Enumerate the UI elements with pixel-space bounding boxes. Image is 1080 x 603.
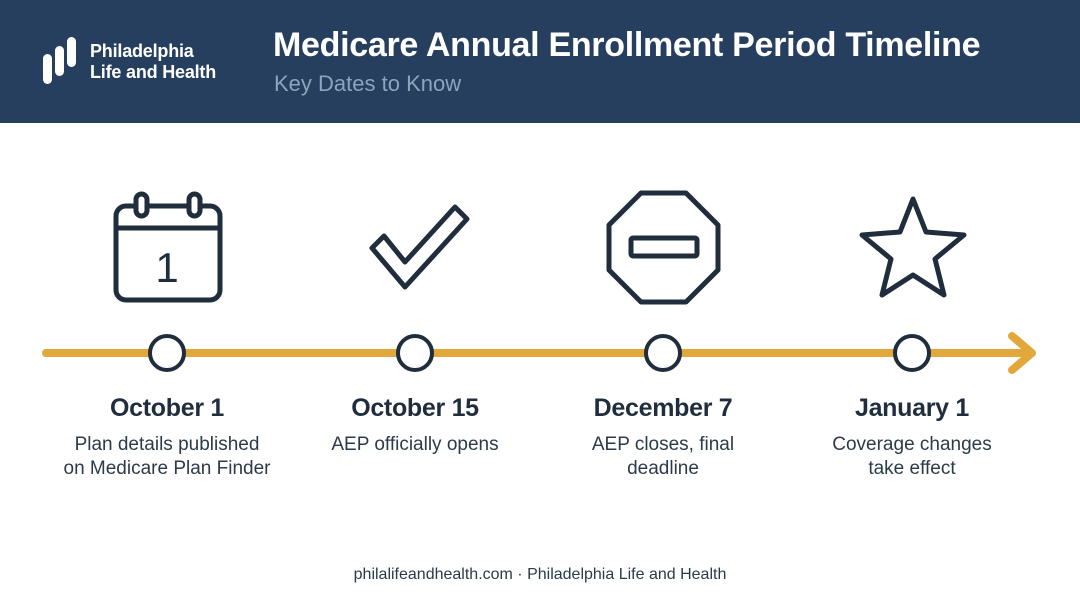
milestone-description: Coverage changes take effect [782, 433, 1042, 481]
milestone-desc-line1: AEP officially opens [331, 434, 499, 455]
milestone-desc-line1: Coverage changes [832, 434, 992, 455]
stop-sign-icon [606, 190, 721, 305]
timeline-marker-3 [644, 334, 682, 372]
milestone-october-1: October 1 Plan details published on Medi… [37, 394, 297, 481]
logo-bars-icon [43, 37, 76, 84]
calendar-day-number: 1 [155, 244, 178, 291]
milestone-date: October 1 [110, 394, 224, 422]
milestone-description: AEP officially opens [285, 433, 545, 457]
milestone-description: AEP closes, final deadline [533, 433, 793, 481]
brand-name: Philadelphia Life and Health [90, 41, 216, 83]
milestone-desc-line1: AEP closes, final [591, 434, 735, 455]
timeline-marker-2 [396, 334, 434, 372]
timeline-arrowhead [1008, 332, 1036, 374]
milestone-december-7: December 7 AEP closes, final deadline [533, 394, 793, 481]
milestone-january-1: January 1 Coverage changes take effect [782, 394, 1042, 481]
timeline-marker-1 [148, 334, 186, 372]
milestone-desc-line2: deadline [627, 458, 699, 479]
milestone-date: October 15 [351, 394, 479, 422]
milestone-desc-line1: Plan details published [74, 434, 260, 455]
footer-text: philalifeandhealth.com · Philadelphia Li… [353, 566, 727, 583]
timeline-graphic: 1 [42, 190, 1036, 374]
timeline-marker-4 [893, 334, 931, 372]
brand-logo: Philadelphia Life and Health [42, 36, 242, 88]
milestone-date: December 7 [593, 394, 733, 422]
page-subtitle: Key Dates to Know [274, 71, 462, 96]
checkmark-icon [369, 204, 470, 290]
brand-name-line1: Philadelphia [90, 41, 194, 61]
milestone-desc-line2: on Medicare Plan Finder [63, 458, 271, 479]
calendar-icon [113, 191, 223, 303]
milestone-description: Plan details published on Medicare Plan … [37, 433, 297, 481]
page-title: Medicare Annual Enrollment Period Timeli… [273, 26, 981, 64]
star-icon [859, 196, 967, 298]
brand-name-line2: Life and Health [90, 62, 217, 82]
header-banner: Philadelphia Life and Health Medicare An… [0, 0, 1080, 123]
milestone-october-15: October 15 AEP officially opens [285, 394, 545, 457]
milestone-date: January 1 [854, 394, 970, 422]
milestone-desc-line2: take effect [868, 458, 956, 479]
